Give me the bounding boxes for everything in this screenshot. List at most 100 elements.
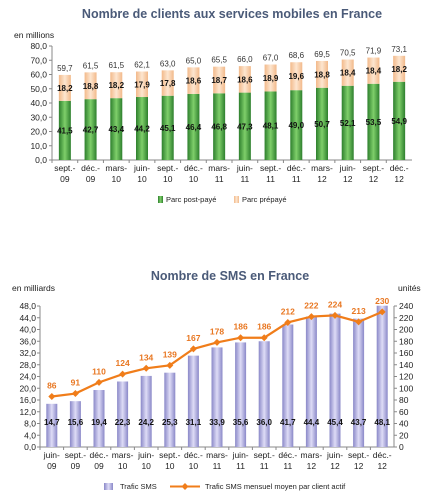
chart1-legend-swatch-prepaye — [234, 196, 239, 203]
chart2-xtick-label: 11 — [283, 461, 292, 471]
chart1-xtick-label: déc.- — [390, 163, 409, 173]
chart1-label-prepaye: 17,8 — [160, 79, 176, 88]
chart2-line-marker — [213, 338, 221, 346]
chart1-label-postpaye: 48,1 — [263, 122, 279, 131]
chart2-label-moyen: 224 — [328, 299, 342, 309]
chart1-xtick-label: mars- — [311, 163, 333, 173]
chart1-label-prepaye: 18,8 — [83, 82, 99, 91]
chart2-y2tick-label: 100 — [399, 383, 413, 393]
chart2-bar-trafic — [258, 341, 270, 447]
chart2-bar-trafic — [117, 381, 129, 447]
chart2-y2tick-label: 60 — [399, 407, 409, 417]
chart1-ytick-label: 30,0 — [30, 112, 47, 122]
chart2-label-trafic: 25,3 — [162, 418, 178, 427]
chart1-bar-postpaye — [341, 85, 354, 160]
chart2-ytick-label: 16,0 — [19, 395, 36, 405]
chart2-ytick-label: 40,0 — [19, 325, 36, 335]
chart1-label-postpaye: 43,4 — [108, 125, 124, 134]
chart2-y2tick-label: 20 — [399, 430, 409, 440]
chart1-bar-postpaye — [187, 93, 200, 160]
chart2-y2label: unités — [398, 283, 421, 293]
chart2-ytick-label: 44,0 — [19, 313, 36, 323]
chart1-bar-postpaye — [290, 90, 303, 160]
chart1-xtick-label: sept.- — [363, 163, 384, 173]
chart1-bar-prepaye — [161, 70, 174, 96]
chart1-bar-prepaye — [367, 57, 380, 84]
chart1-xtick-label: déc.- — [184, 163, 203, 173]
chart1-label-total: 67,0 — [263, 54, 279, 63]
chart1-label-total: 61,5 — [83, 61, 99, 70]
chart2-xtick-label: 09 — [47, 461, 57, 471]
chart2-y2tick-label: 80 — [399, 395, 409, 405]
chart2-y2tick-label: 240 — [399, 301, 413, 311]
chart2-line-marker — [48, 392, 56, 400]
chart2-label-trafic: 24,2 — [138, 418, 154, 427]
chart2-ytick-label: 0,0 — [24, 442, 36, 452]
chart1-ytick-label: 70,0 — [30, 55, 47, 65]
chart1-bar-prepaye — [393, 55, 406, 82]
chart2-label-trafic: 33,9 — [209, 418, 225, 427]
chart1-label-prepaye: 18,9 — [263, 74, 279, 83]
chart2-label-trafic: 19,4 — [91, 418, 107, 427]
chart2-ytick-label: 48,0 — [19, 301, 36, 311]
chart2-legend-moyen: Trafic SMS mensuel moyen par client acti… — [205, 482, 346, 491]
chart1-bar-prepaye — [84, 72, 97, 100]
chart1-bar-postpaye — [213, 93, 226, 160]
chart1-bar-postpaye — [136, 97, 148, 160]
chart2-xtick-label: mars- — [301, 450, 323, 460]
chart2-label-trafic: 22,3 — [115, 418, 131, 427]
chart2-line-marker — [260, 334, 268, 342]
chart1-legend-postpaye: Parc post-payé — [166, 195, 216, 204]
chart1-label-total: 63,0 — [160, 59, 176, 68]
chart2-xtick-label: 12 — [307, 461, 317, 471]
chart1-label-total: 69,5 — [314, 50, 330, 59]
chart2-y2tick-label: 120 — [399, 372, 413, 382]
chart1-bar-postpaye — [84, 99, 97, 160]
chart1-xtick-label: 10 — [163, 174, 173, 184]
chart2-ytick-label: 20,0 — [19, 383, 36, 393]
chart1-xtick-label: 12 — [394, 174, 404, 184]
chart2-label-moyen: 212 — [281, 306, 295, 316]
chart2-line-marker — [237, 334, 245, 342]
chart2-line-marker — [355, 318, 363, 326]
chart2-ytick-label: 24,0 — [19, 372, 36, 382]
chart2-label-moyen: 124 — [116, 358, 130, 368]
chart2-plot: 0,04,08,012,016,020,024,028,032,036,040,… — [19, 296, 413, 491]
chart2-label-moyen: 186 — [257, 322, 271, 332]
chart1-bar-postpaye — [110, 98, 123, 160]
chart1-xtick-label: 11 — [240, 174, 249, 184]
chart1-plot: 0,0 10,0 20,0 30,0 40,0 50,0 60,0 70,0 80,0 41,5 1… — [30, 41, 412, 204]
chart1-bar-prepaye — [264, 64, 277, 92]
chart1-bar-prepaye — [290, 62, 303, 91]
chart2-bar-trafic — [93, 390, 105, 447]
chart1-label-postpaye: 54,9 — [391, 117, 407, 126]
chart1-ytick-label: 20,0 — [30, 127, 47, 137]
chart1-xtick-label: juin- — [133, 163, 150, 173]
chart1-ylabel: en millions — [14, 30, 54, 40]
chart1-xtick-label: 10 — [189, 174, 199, 184]
chart1-xtick-label: 12 — [369, 174, 379, 184]
chart1-label-prepaye: 18,4 — [366, 67, 382, 76]
chart1-xtick-label: 09 — [60, 174, 70, 184]
chart1-ytick-label: 80,0 — [30, 41, 47, 51]
chart1-ytick-label: 60,0 — [30, 70, 47, 80]
chart2-label-moyen: 230 — [375, 296, 389, 306]
chart1-label-prepaye: 18,6 — [186, 77, 202, 86]
chart1-label-total: 66,0 — [237, 55, 253, 64]
chart2-line-marker — [166, 361, 174, 369]
chart2-ytick-label: 36,0 — [19, 336, 36, 346]
chart2-y2tick-label: 200 — [399, 325, 413, 335]
chart2-bar-trafic — [46, 403, 58, 447]
chart2-label-moyen: 222 — [304, 301, 318, 311]
chart1-label-prepaye: 18,8 — [314, 70, 330, 79]
chart2-xtick-label: mars- — [112, 450, 134, 460]
chart2-line-marker — [307, 313, 315, 321]
chart2-xtick-label: 10 — [141, 461, 151, 471]
chart2-label-trafic: 41,7 — [280, 418, 296, 427]
chart2-xtick-label: juin- — [326, 450, 343, 460]
chart1-label-total: 65,5 — [211, 56, 227, 65]
chart2-label-trafic: 14,7 — [44, 418, 60, 427]
chart1-xtick-label: 10 — [137, 174, 147, 184]
chart2-xtick-label: déc.- — [373, 450, 392, 460]
